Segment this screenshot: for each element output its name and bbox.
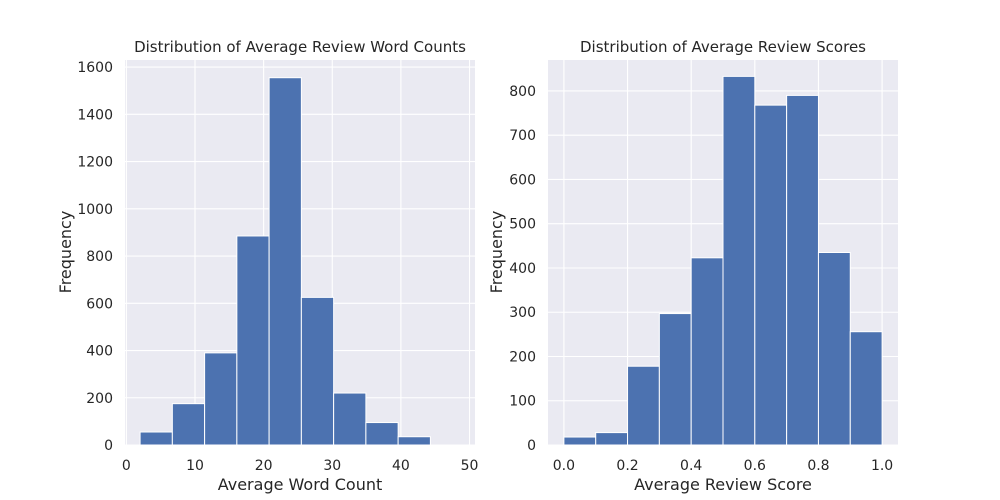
review-score-y-tick-label: 500 bbox=[509, 217, 536, 233]
review-score-x-tick-label: 0.2 bbox=[616, 458, 638, 474]
review-score-x-tick-label: 0.6 bbox=[744, 458, 766, 474]
word-count-x-axis-label: Average Word Count bbox=[218, 475, 383, 494]
word-count-bar bbox=[204, 352, 238, 446]
review-score-x-tick-label: 0.8 bbox=[807, 458, 829, 474]
word-count-bars bbox=[139, 77, 431, 446]
word-count-x-tick-label: 20 bbox=[255, 458, 273, 474]
word-count-y-tick-label: 1200 bbox=[77, 155, 113, 171]
word-count-x-tick-label: 50 bbox=[461, 458, 479, 474]
review-score-bar bbox=[595, 432, 629, 446]
word-count-x-tick-label: 0 bbox=[122, 458, 131, 474]
review-score-y-tick-label: 200 bbox=[509, 349, 536, 365]
review-score-y-tick-label: 800 bbox=[509, 84, 536, 100]
word-count-y-axis-label: Frequency bbox=[56, 211, 75, 294]
word-count-bar bbox=[139, 431, 173, 446]
review-score-x-ticks: 0.0 0.2 0.4 0.6 0.8 1.0 bbox=[553, 458, 893, 474]
word-count-y-tick-label: 200 bbox=[86, 391, 113, 407]
review-score-bar bbox=[849, 331, 883, 446]
review-score-bar bbox=[786, 94, 819, 446]
review-score-bar bbox=[754, 104, 788, 446]
review-score-bar bbox=[722, 75, 756, 446]
word-count-y-tick-label: 800 bbox=[86, 249, 113, 265]
review-score-x-tick-label: 0.4 bbox=[680, 458, 702, 474]
review-score-y-tick-label: 600 bbox=[509, 172, 536, 188]
word-count-chart-title: Distribution of Average Review Word Coun… bbox=[134, 38, 466, 56]
review-score-x-axis-label: Average Review Score bbox=[634, 475, 812, 494]
word-count-y-tick-label: 400 bbox=[86, 344, 113, 360]
word-count-y-tick-label: 1000 bbox=[77, 202, 113, 218]
review-score-y-tick-label: 0 bbox=[527, 438, 536, 454]
review-score-bar bbox=[627, 365, 660, 446]
review-score-y-tick-label: 100 bbox=[509, 394, 536, 410]
word-count-y-ticks: 0 200 400 600 800 1000 1200 1400 1600 bbox=[77, 60, 113, 454]
review-score-chart-title: Distribution of Average Review Scores bbox=[580, 38, 866, 56]
word-count-x-tick-label: 40 bbox=[392, 458, 410, 474]
review-score-y-tick-label: 400 bbox=[509, 261, 536, 277]
word-count-bar bbox=[333, 392, 367, 446]
review-score-bar bbox=[690, 257, 724, 446]
review-score-bar bbox=[658, 313, 692, 446]
review-score-y-ticks: 0 100 200 300 400 500 600 700 800 bbox=[509, 84, 536, 454]
word-count-x-tick-label: 10 bbox=[186, 458, 204, 474]
word-count-bar bbox=[171, 403, 206, 446]
review-score-histogram: 0.0 0.2 0.4 0.6 0.8 1.0 0 100 200 300 400 500 600 70… bbox=[487, 38, 898, 494]
word-count-x-tick-label: 30 bbox=[323, 458, 341, 474]
word-count-y-tick-label: 0 bbox=[104, 438, 113, 454]
word-count-bar bbox=[397, 436, 431, 446]
review-score-y-axis-label: Frequency bbox=[487, 211, 506, 294]
review-score-bars bbox=[563, 75, 883, 446]
review-score-bar bbox=[817, 252, 851, 446]
word-count-histogram: 0 10 20 30 40 50 0 200 400 600 800 1000 1200 1400 160… bbox=[56, 38, 478, 494]
word-count-y-tick-label: 1400 bbox=[77, 107, 113, 123]
review-score-y-tick-label: 700 bbox=[509, 128, 536, 144]
review-score-y-tick-label: 300 bbox=[509, 305, 536, 321]
word-count-y-tick-label: 600 bbox=[86, 296, 113, 312]
review-score-x-tick-label: 1.0 bbox=[871, 458, 893, 474]
word-count-bar bbox=[268, 77, 302, 446]
word-count-bar bbox=[236, 235, 270, 446]
review-score-bar bbox=[563, 436, 597, 446]
word-count-x-ticks: 0 10 20 30 40 50 bbox=[122, 458, 479, 474]
word-count-y-tick-label: 1600 bbox=[77, 60, 113, 76]
word-count-bar bbox=[365, 422, 399, 446]
review-score-x-tick-label: 0.0 bbox=[553, 458, 575, 474]
word-count-bar bbox=[300, 296, 335, 446]
